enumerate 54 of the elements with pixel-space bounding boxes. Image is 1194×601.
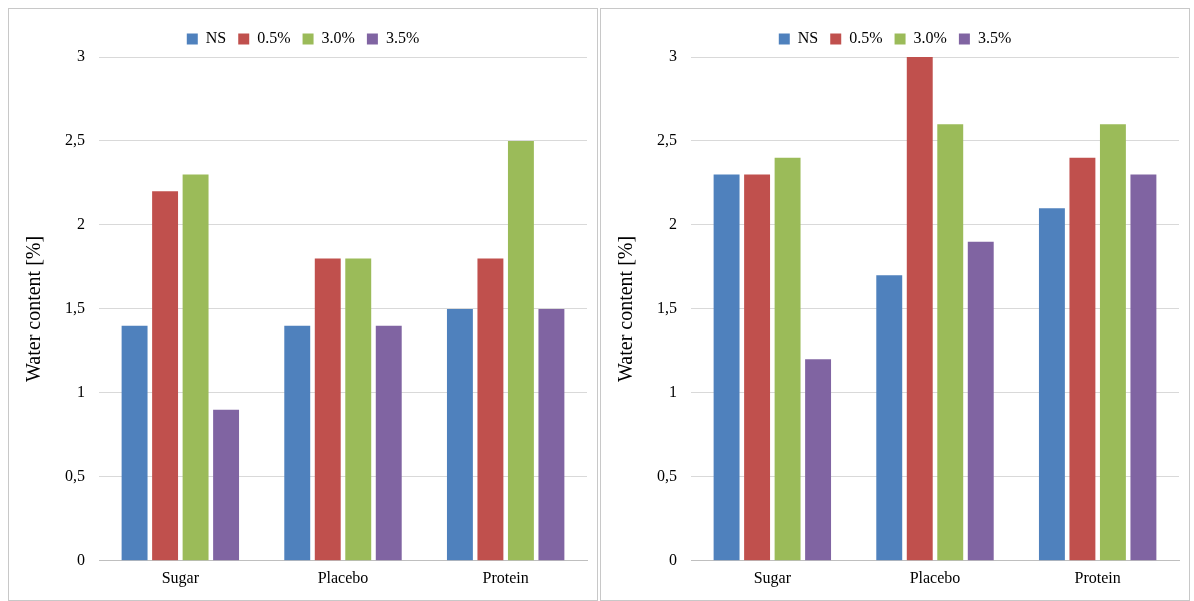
y-tick-label: 0 — [669, 551, 677, 568]
y-tick-label: 2 — [77, 215, 85, 233]
y-tick-label: 0 — [77, 551, 85, 568]
y-tick-label: 2 — [669, 215, 677, 233]
y-tick-label: 2,5 — [657, 131, 677, 149]
bar — [713, 174, 740, 561]
x-tick-label: Protein — [482, 568, 529, 586]
bar — [477, 258, 504, 561]
y-tick-label: 0,5 — [657, 467, 677, 485]
bar — [213, 409, 240, 561]
bar — [1130, 174, 1157, 561]
bar — [345, 258, 372, 561]
legend-label: 0.5% — [257, 29, 291, 47]
bar — [906, 57, 933, 561]
x-tick-label: Sugar — [161, 568, 200, 587]
bar — [182, 174, 209, 561]
legend-label: 3.5% — [385, 29, 420, 47]
legend-label: 0.5% — [849, 29, 883, 47]
bar — [967, 241, 994, 561]
y-tick-label: 3 — [77, 47, 85, 65]
y-axis-title: Water content [%] — [22, 235, 45, 382]
x-tick-label: Placebo — [317, 568, 369, 586]
bar — [1038, 208, 1065, 561]
bar — [774, 157, 801, 561]
legend-label: 3.0% — [913, 29, 947, 47]
y-tick-label: 3 — [669, 47, 677, 65]
y-tick-label: 1 — [669, 383, 677, 401]
legend-label: NS — [205, 29, 227, 47]
y-tick-label: 0,5 — [65, 467, 85, 485]
bar — [876, 275, 903, 561]
legend-label: 3.5% — [977, 29, 1012, 47]
y-tick-label: 1,5 — [657, 299, 677, 317]
bar — [375, 325, 402, 561]
legend-label: NS — [797, 29, 819, 47]
y-tick-label: 1,5 — [65, 299, 85, 317]
bar — [446, 308, 473, 561]
y-tick-label: 1 — [77, 383, 85, 401]
y-tick-label: 2,5 — [65, 131, 85, 149]
bar — [314, 258, 341, 561]
bar — [538, 308, 565, 561]
x-tick-label: Protein — [1074, 568, 1121, 586]
bar — [507, 140, 534, 561]
x-tick-label: Placebo — [909, 568, 961, 586]
bar — [744, 174, 771, 561]
bar — [1099, 124, 1126, 561]
bar — [284, 325, 311, 561]
bar — [152, 191, 179, 561]
bar — [805, 359, 832, 561]
bar — [121, 325, 148, 561]
bar — [937, 124, 964, 561]
bar — [1069, 157, 1096, 561]
y-axis-title: Water content [%] — [614, 235, 637, 382]
x-tick-label: Sugar — [753, 568, 792, 587]
legend-label: 3.0% — [321, 29, 355, 47]
